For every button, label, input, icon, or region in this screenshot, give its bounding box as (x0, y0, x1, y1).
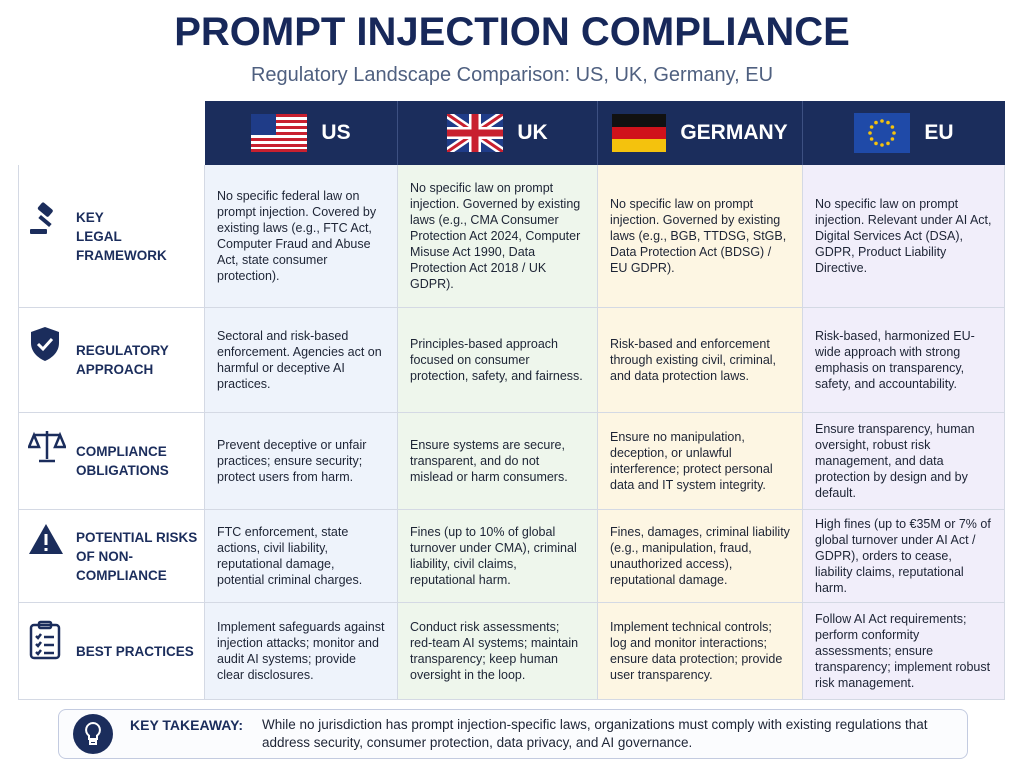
icon-bulb (73, 714, 113, 754)
column-name: UK (517, 121, 548, 144)
table-cell: Ensure no manipulation, deception, or un… (598, 413, 803, 510)
row-label: REGULATORY APPROACH (18, 308, 205, 413)
row-label: POTENTIAL RISKS OF NON-COMPLIANCE (18, 510, 205, 603)
table-cell: Fines, damages, criminal liability (e.g.… (598, 510, 803, 603)
table-cell: Principles-based approach focused on con… (398, 308, 598, 413)
table-cell: Prevent deceptive or unfair practices; e… (205, 413, 398, 510)
table-cell: No specific law on prompt injection. Gov… (398, 165, 598, 308)
row-label: BEST PRACTICES (18, 603, 205, 700)
icon-clipboard (29, 620, 61, 660)
table-cell: Ensure transparency, human oversight, ro… (803, 413, 1005, 510)
table-cell: Follow AI Act requirements; perform conf… (803, 603, 1005, 700)
row-label-line: LEGAL FRAMEWORK (76, 228, 167, 263)
row-label-line: APPROACH (76, 362, 154, 377)
table-cell: FTC enforcement, state actions, civil li… (205, 510, 398, 603)
flag-germany (612, 114, 667, 152)
flag-uk (447, 114, 504, 152)
icon-scales (28, 431, 66, 463)
table-cell: No specific federal law on prompt inject… (205, 165, 398, 308)
column-header: UK (398, 101, 598, 165)
icon-warning (29, 524, 63, 554)
table-cell: Conduct risk assessments; red-team AI sy… (398, 603, 598, 700)
table-cell: Implement technical controls; log and mo… (598, 603, 803, 700)
row-label-line: REGULATORY (76, 343, 169, 358)
column-name: EU (924, 121, 954, 144)
column-header: GERMANY (598, 101, 803, 165)
table-cell: Sectoral and risk-based enforcement. Age… (205, 308, 398, 413)
column-header: US (205, 101, 398, 165)
takeaway-text: While no jurisdiction has prompt injecti… (262, 717, 928, 750)
row-label: COMPLIANCE OBLIGATIONS (18, 413, 205, 510)
flag-eu (854, 113, 911, 153)
row-label: KEY LEGAL FRAMEWORK (18, 165, 205, 308)
row-label-line: COMPLIANCE (76, 444, 167, 459)
takeaway-label: KEY TAKEAWAY: (130, 717, 244, 733)
row-label-line: OF NON-COMPLIANCE (76, 548, 167, 583)
flag-us (251, 114, 308, 152)
column-name: GERMANY (680, 121, 788, 144)
row-label-line: OBLIGATIONS (76, 463, 169, 478)
table-cell: High fines (up to €35M or 7% of global t… (803, 510, 1005, 603)
subtitle: Regulatory Landscape Comparison: US, UK,… (250, 64, 774, 86)
table-cell: Risk-based and enforcement through exist… (598, 308, 803, 413)
table-cell: Risk-based, harmonized EU-wide approach … (803, 308, 1005, 413)
takeaway-box (58, 709, 968, 759)
row-label-line: BEST PRACTICES (76, 643, 194, 659)
table-cell: Fines (up to 10% of global turnover unde… (398, 510, 598, 603)
table-cell: No specific law on prompt injection. Rel… (803, 165, 1005, 308)
title: PROMPT INJECTION COMPLIANCE (174, 10, 850, 54)
table-cell: Ensure systems are secure, transparent, … (398, 413, 598, 510)
icon-shield (31, 327, 59, 361)
icon-gavel (30, 202, 53, 234)
column-name: US (321, 121, 351, 144)
table-cell: No specific law on prompt injection. Gov… (598, 165, 803, 308)
row-label-line: POTENTIAL RISKS (76, 529, 198, 545)
row-label-line: KEY (76, 209, 104, 225)
table-cell: Implement safeguards against injection a… (205, 603, 398, 700)
column-header: EU (803, 101, 1005, 165)
